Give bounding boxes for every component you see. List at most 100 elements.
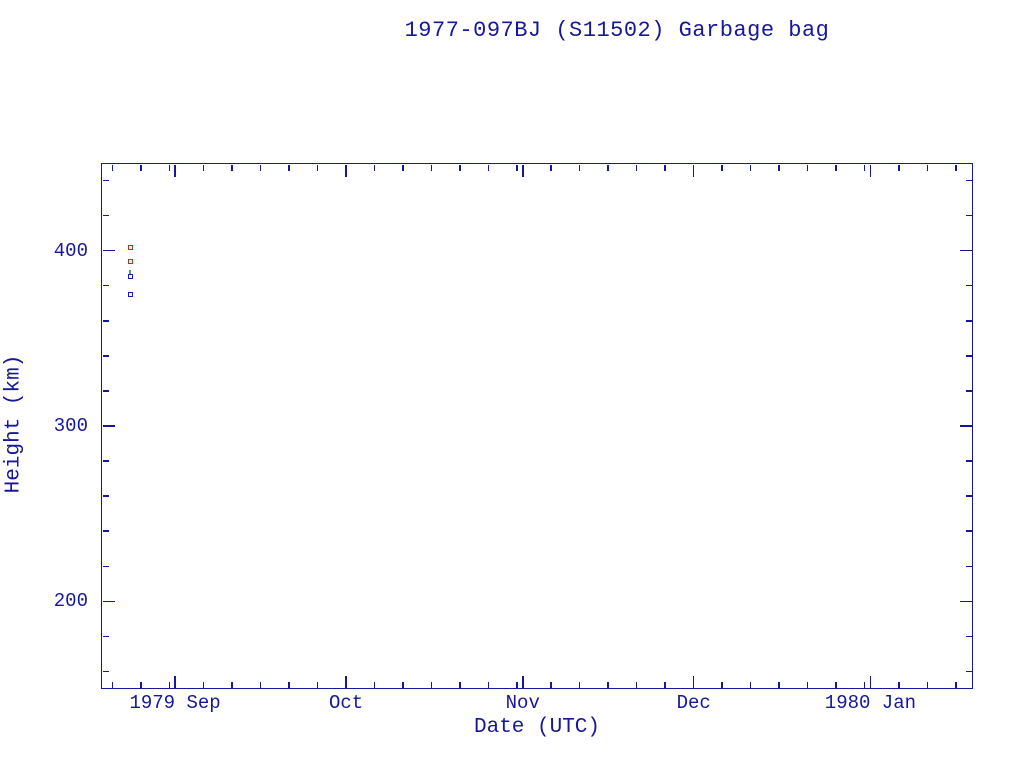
x-minor-tick — [288, 164, 290, 171]
y-tick-label: 200 — [53, 590, 88, 613]
y-major-tick — [959, 600, 972, 603]
data-point-blue-open-squares — [127, 274, 133, 280]
y-minor-tick — [102, 320, 109, 322]
x-minor-tick — [778, 681, 780, 688]
data-point-red-open-squares — [127, 244, 133, 250]
x-minor-tick — [140, 681, 142, 688]
data-point-green-dash — [129, 269, 132, 274]
x-tick-label: 1980 Jan — [824, 692, 917, 714]
y-minor-tick — [965, 390, 972, 392]
y-minor-tick — [102, 670, 109, 673]
x-minor-tick — [898, 681, 900, 688]
y-tick-label: 300 — [53, 415, 88, 437]
y-major-tick — [959, 425, 972, 427]
x-minor-tick — [373, 681, 376, 688]
x-minor-tick — [516, 681, 518, 688]
x-minor-tick — [430, 681, 433, 688]
y-minor-tick — [102, 390, 109, 392]
x-minor-tick — [402, 681, 404, 688]
y-minor-tick — [965, 495, 972, 497]
x-minor-tick — [430, 164, 433, 171]
y-minor-tick — [965, 355, 972, 357]
data-point-red-open-squares — [127, 258, 133, 264]
y-axis-title: Height (km) — [2, 354, 26, 494]
x-minor-tick — [111, 681, 114, 688]
x-minor-tick — [202, 681, 205, 688]
x-minor-tick — [721, 681, 723, 688]
x-minor-tick — [664, 681, 666, 688]
x-major-tick — [345, 164, 347, 177]
data-point-blue-open-squares — [127, 292, 133, 297]
x-minor-tick — [402, 164, 404, 171]
y-major-tick — [959, 249, 972, 252]
x-minor-tick — [778, 164, 780, 171]
x-minor-tick — [955, 681, 957, 688]
x-minor-tick — [926, 681, 929, 688]
x-minor-tick — [487, 681, 490, 688]
x-minor-tick — [806, 164, 809, 171]
x-minor-tick — [316, 681, 319, 688]
x-minor-tick — [578, 681, 581, 688]
x-minor-tick — [863, 164, 866, 171]
x-minor-tick — [111, 164, 114, 171]
x-tick-label: Oct — [328, 692, 364, 714]
x-minor-tick — [550, 681, 552, 688]
x-minor-tick — [168, 164, 171, 171]
y-minor-tick — [102, 284, 109, 287]
x-minor-tick — [487, 164, 490, 171]
x-tick-label: Dec — [676, 692, 711, 714]
x-major-tick — [869, 675, 872, 688]
x-minor-tick — [806, 681, 809, 688]
y-minor-tick — [965, 284, 972, 287]
x-minor-tick — [749, 164, 752, 171]
x-minor-tick — [607, 681, 609, 688]
x-minor-tick — [721, 164, 723, 171]
x-axis-title: Date (UTC) — [473, 716, 601, 739]
x-minor-tick — [259, 164, 262, 171]
y-minor-tick — [965, 635, 972, 638]
x-minor-tick — [168, 681, 171, 688]
x-minor-tick — [373, 164, 376, 171]
x-minor-tick — [926, 164, 929, 171]
y-minor-tick — [102, 214, 109, 217]
x-minor-tick — [231, 681, 233, 688]
y-minor-tick — [102, 355, 109, 357]
x-minor-tick — [288, 681, 290, 688]
y-major-tick — [102, 600, 115, 603]
x-minor-tick — [955, 164, 957, 171]
x-minor-tick — [316, 164, 319, 171]
x-major-tick — [692, 675, 695, 688]
x-major-tick — [869, 164, 872, 177]
y-minor-tick — [965, 670, 972, 673]
y-minor-tick — [965, 320, 972, 322]
chart-title: 1977-097BJ (S11502) Garbage bag — [404, 18, 830, 43]
x-minor-tick — [516, 164, 518, 171]
x-minor-tick — [459, 164, 461, 171]
y-minor-tick — [965, 530, 972, 532]
x-minor-tick — [231, 164, 233, 171]
x-minor-tick — [898, 164, 900, 171]
y-minor-tick — [965, 565, 972, 568]
x-minor-tick — [749, 681, 752, 688]
y-major-tick — [102, 425, 115, 427]
y-major-tick — [102, 249, 115, 252]
y-tick-label: 400 — [53, 239, 88, 262]
y-minor-tick — [965, 214, 972, 217]
y-minor-tick — [102, 565, 109, 568]
y-minor-tick — [965, 460, 972, 462]
x-minor-tick — [835, 681, 837, 688]
x-major-tick — [345, 675, 347, 688]
x-minor-tick — [863, 681, 866, 688]
x-tick-label: Nov — [505, 692, 540, 714]
y-minor-tick — [102, 635, 109, 638]
y-minor-tick — [102, 460, 109, 462]
x-minor-tick — [202, 164, 205, 171]
y-minor-tick — [102, 179, 109, 182]
y-minor-tick — [102, 495, 109, 497]
x-major-tick — [522, 164, 524, 177]
x-minor-tick — [664, 164, 666, 171]
x-major-tick — [692, 164, 695, 177]
x-minor-tick — [835, 164, 837, 171]
x-minor-tick — [459, 681, 461, 688]
